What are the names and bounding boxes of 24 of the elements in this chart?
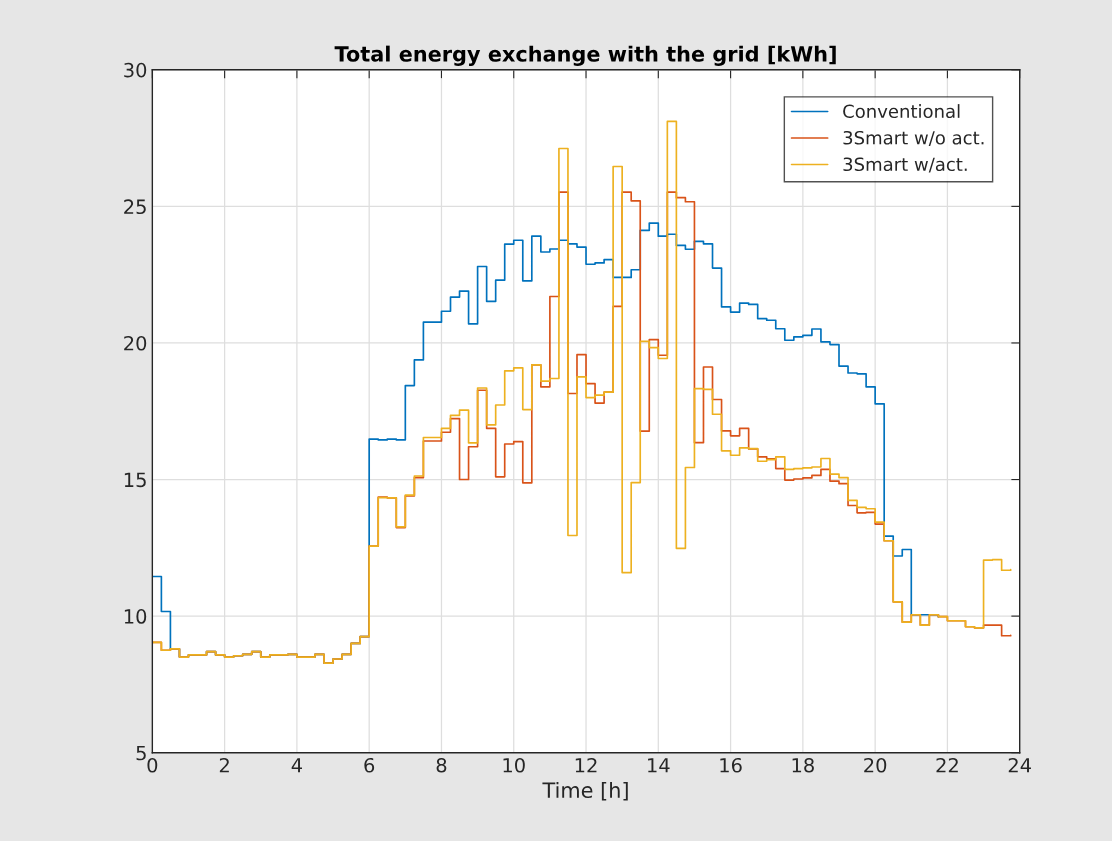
x-tick-label: 12 [575, 757, 597, 773]
x-tick-label: 10 [503, 757, 525, 773]
x-tick-label: 2 [219, 757, 229, 773]
x-tick-label: 0 [147, 757, 158, 773]
x-tick-label: 22 [936, 757, 958, 773]
y-tick-label: 15 [124, 472, 146, 488]
legend-label: 3Smart w/act. [843, 157, 967, 173]
x-tick-label: 20 [864, 757, 887, 773]
x-tick-label: 6 [364, 757, 375, 773]
y-tick-label: 30 [124, 62, 147, 78]
x-tick-label: 18 [792, 757, 814, 773]
y-tick-label: 20 [124, 335, 147, 351]
x-tick-label: 16 [720, 757, 742, 773]
y-tick-label: 5 [136, 745, 146, 761]
x-tick-label: 24 [1008, 757, 1031, 773]
legend-label: Conventional [843, 104, 960, 119]
y-tick-label: 25 [124, 199, 146, 215]
x-tick-label: 4 [291, 758, 302, 773]
x-tick-label: 14 [648, 758, 670, 773]
chart-title: Total energy exchange with the grid [kWh] [334, 45, 836, 66]
y-tick-label: 10 [124, 609, 147, 624]
x-axis-title: Time [h] [542, 781, 628, 801]
x-tick-label: 8 [436, 757, 447, 773]
legend-label: 3Smart w/o act. [843, 130, 984, 147]
